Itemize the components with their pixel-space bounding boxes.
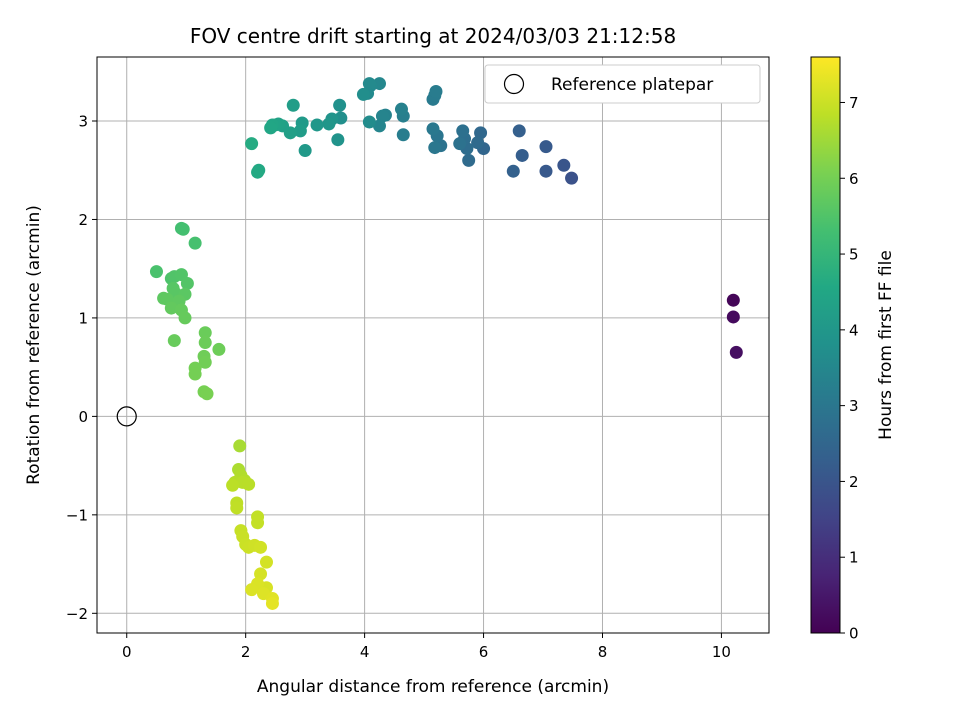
data-point	[394, 102, 408, 116]
x-tick-label: 6	[479, 643, 489, 661]
data-point	[254, 567, 268, 581]
data-points	[149, 77, 743, 610]
data-point	[286, 98, 300, 112]
data-point	[429, 84, 443, 98]
y-tick-label: −1	[66, 506, 88, 524]
data-point	[293, 124, 307, 138]
data-point	[230, 501, 244, 515]
chart-title: FOV centre drift starting at 2024/03/03 …	[190, 24, 676, 48]
data-point	[298, 144, 312, 158]
data-point	[396, 128, 410, 142]
data-point	[512, 124, 526, 138]
data-point	[265, 596, 279, 610]
data-point	[212, 342, 226, 356]
data-point	[428, 141, 442, 155]
colorbar-tick-label: 0	[849, 625, 859, 643]
data-point	[251, 516, 265, 530]
y-tick-label: −2	[66, 605, 88, 623]
data-point	[254, 540, 268, 554]
legend: Reference platepar	[484, 64, 761, 104]
colorbar-ticks: 0 1 2 3 4 5 6 7	[840, 94, 859, 643]
x-axis-label: Angular distance from reference (arcmin)	[257, 677, 609, 697]
data-point	[245, 137, 259, 151]
data-point	[176, 222, 190, 236]
data-point	[515, 148, 529, 162]
colorbar: 0 1 2 3 4 5 6 7 Hours from first FF file	[810, 56, 896, 643]
data-point	[322, 117, 336, 131]
data-point	[462, 153, 476, 167]
y-tick-label: 2	[78, 211, 88, 229]
data-point	[456, 124, 470, 138]
data-point	[188, 367, 202, 381]
data-point	[474, 126, 488, 140]
data-point	[426, 122, 440, 136]
x-tick-label: 2	[241, 643, 251, 661]
data-point	[310, 118, 324, 132]
y-tick-label: 3	[78, 113, 88, 131]
data-point	[251, 165, 265, 179]
data-point	[726, 310, 740, 324]
x-tick-label: 10	[712, 643, 731, 661]
data-point	[333, 98, 347, 112]
colorbar-tick-label: 5	[849, 246, 859, 264]
data-point	[539, 140, 553, 154]
data-point	[149, 265, 163, 279]
reference-marker-group	[116, 406, 137, 427]
data-point	[372, 119, 386, 133]
grid-lines	[97, 57, 769, 633]
y-axis-ticks: −2 −1 0 1 2 3	[66, 113, 97, 623]
data-point	[198, 355, 212, 369]
data-point	[565, 171, 579, 185]
data-point	[362, 115, 376, 129]
data-point	[188, 236, 202, 250]
colorbar-tick-label: 4	[849, 321, 859, 339]
data-point	[557, 158, 571, 172]
y-tick-label: 1	[78, 309, 88, 327]
legend-entry-reference: Reference platepar	[551, 75, 713, 95]
legend-marker	[503, 73, 525, 95]
data-point	[362, 77, 376, 91]
colorbar-tick-label: 1	[849, 549, 859, 567]
colorbar-label: Hours from first FF file	[876, 250, 896, 440]
data-point	[180, 276, 194, 290]
data-point	[178, 311, 192, 325]
x-tick-label: 8	[598, 643, 608, 661]
data-point	[506, 164, 520, 178]
x-axis-ticks: 0 2 4 6 8 10	[122, 633, 731, 661]
colorbar-tick-label: 7	[849, 94, 859, 112]
data-point	[726, 293, 740, 307]
data-point	[539, 164, 553, 178]
data-point	[233, 439, 247, 453]
data-point	[331, 133, 345, 147]
axes-frame	[96, 56, 770, 634]
colorbar-tick-label: 2	[849, 473, 859, 491]
legend-box	[484, 64, 761, 104]
data-point	[356, 87, 370, 101]
data-point	[198, 326, 212, 340]
data-point	[729, 345, 743, 359]
colorbar-tick-label: 3	[849, 397, 859, 415]
x-tick-label: 4	[360, 643, 370, 661]
reference-marker	[116, 406, 137, 427]
colorbar-gradient	[810, 56, 841, 634]
data-point	[375, 109, 389, 123]
data-point	[259, 555, 273, 569]
data-point	[167, 334, 181, 348]
y-tick-label: 0	[78, 408, 88, 426]
data-point	[471, 136, 485, 150]
data-point	[453, 137, 467, 151]
data-point	[226, 478, 240, 492]
data-point	[245, 583, 259, 597]
data-point	[164, 301, 178, 315]
data-point	[264, 121, 278, 135]
y-axis-label: Rotation from reference (arcmin)	[24, 205, 44, 485]
data-point	[242, 477, 256, 491]
colorbar-tick-label: 6	[849, 170, 859, 188]
x-tick-label: 0	[122, 643, 132, 661]
data-point	[200, 387, 214, 401]
data-point	[198, 336, 212, 350]
